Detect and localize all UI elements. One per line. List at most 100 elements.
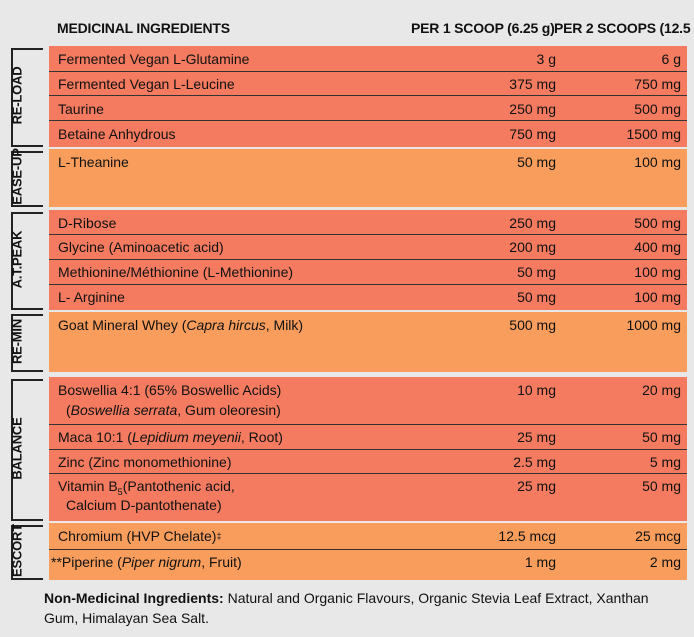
amount-two-scoops: 6 g	[661, 51, 681, 67]
amount-two-scoops: 25 mcg	[635, 528, 681, 544]
table-row: L-Theanine 50 mg 100 mg	[49, 149, 687, 207]
table-row: Goat Mineral Whey (Capra hircus, Milk) 5…	[49, 312, 687, 372]
row-divider	[49, 549, 687, 550]
table-row: Vitamin B5(Pantothenic acid, Calcium D-p…	[49, 473, 687, 521]
amount-one-scoop: 375 mg	[509, 76, 556, 92]
footer-label: Non-Medicinal Ingredients:	[44, 590, 224, 606]
group-bracket	[11, 48, 43, 147]
ingredient-name: Glycine (Aminoacetic acid)	[58, 239, 224, 255]
row-divider	[49, 71, 687, 72]
amount-two-scoops: 5 mg	[649, 454, 681, 470]
amount-two-scoops: 500 mg	[634, 215, 681, 231]
table-row: Zinc (Zinc monomethionine) 2.5 mg 5 mg	[49, 449, 687, 473]
amount-two-scoops: 1000 mg	[626, 317, 681, 333]
amount-one-scoop: 250 mg	[509, 215, 556, 231]
ingredient-name: Fermented Vegan L-Leucine	[58, 76, 235, 92]
amount-one-scoop: 25 mg	[517, 429, 556, 445]
amount-one-scoop: 10 mg	[517, 382, 556, 398]
amount-two-scoops: 50 mg	[642, 478, 681, 494]
column-header-one-scoop: PER 1 SCOOP (6.25 g)	[411, 20, 555, 36]
table-row: D-Ribose 250 mg 500 mg	[49, 210, 687, 234]
table-row: Betaine Anhydrous 750 mg 1500 mg	[49, 121, 687, 147]
ingredient-name-line2: Calcium D-pantothenate)	[66, 497, 222, 513]
amount-one-scoop: 3 g	[536, 51, 556, 67]
amount-one-scoop: 200 mg	[509, 239, 556, 255]
ingredient-name-line2: (Boswellia serrata, Gum oleoresin)	[66, 402, 281, 418]
amount-one-scoop: 500 mg	[509, 317, 556, 333]
amount-one-scoop: 50 mg	[517, 264, 556, 280]
amount-one-scoop: 1 mg	[524, 554, 556, 570]
row-divider	[49, 449, 687, 450]
amount-one-scoop: 750 mg	[509, 126, 556, 142]
group-bracket	[11, 525, 43, 580]
group-easeup: EASE-UP L-Theanine 50 mg 100 mg	[0, 148, 694, 207]
group-bracket	[11, 314, 43, 372]
amount-two-scoops: 20 mg	[642, 382, 681, 398]
ingredient-name: L-Theanine	[58, 154, 129, 170]
amount-one-scoop: 2.5 mg	[513, 454, 556, 470]
table-row: Glycine (Aminoacetic acid) 200 mg 400 mg	[49, 234, 687, 259]
amount-two-scoops: 50 mg	[642, 429, 681, 445]
table-row: Chromium (HVP Chelate)‡ 12.5 mcg 25 mcg	[49, 523, 687, 549]
group-bracket	[11, 379, 43, 521]
group-panel: D-Ribose 250 mg 500 mg Glycine (Aminoace…	[49, 210, 687, 310]
group-panel: Goat Mineral Whey (Capra hircus, Milk) 5…	[49, 312, 687, 372]
table-row: Methionine/Méthionine (L-Methionine) 50 …	[49, 259, 687, 284]
group-panel: Boswellia 4:1 (65% Boswellic Acids) (Bos…	[49, 377, 687, 521]
group-reload: RE-LOAD Fermented Vegan L-Glutamine 3 g …	[0, 46, 694, 147]
group-panel: L-Theanine 50 mg 100 mg	[49, 149, 687, 207]
group-remin: RE-MIN Goat Mineral Whey (Capra hircus, …	[0, 312, 694, 372]
ingredient-name: Maca 10:1 (Lepidium meyenii, Root)	[58, 429, 283, 445]
ingredient-name: Betaine Anhydrous	[58, 126, 176, 142]
row-divider	[49, 120, 687, 121]
group-label-escort: ESCORT	[9, 524, 25, 577]
column-header-ingredients: MEDICINAL INGREDIENTS	[57, 20, 230, 36]
ingredient-name: D-Ribose	[58, 215, 117, 231]
amount-one-scoop: 50 mg	[517, 154, 556, 170]
table-row: Taurine 250 mg 500 mg	[49, 96, 687, 120]
non-medicinal-ingredients: Non-Medicinal Ingredients: Natural and O…	[44, 588, 684, 628]
amount-one-scoop: 250 mg	[509, 101, 556, 117]
group-panel: Chromium (HVP Chelate)‡ 12.5 mcg 25 mcg …	[49, 523, 687, 580]
row-divider	[49, 424, 687, 425]
ingredient-name: Methionine/Méthionine (L-Methionine)	[58, 264, 294, 280]
table-row: Boswellia 4:1 (65% Boswellic Acids) (Bos…	[49, 377, 687, 424]
amount-one-scoop: 12.5 mcg	[498, 528, 556, 544]
group-label-balance: BALANCE	[9, 417, 25, 480]
ingredient-name: Fermented Vegan L-Glutamine	[58, 51, 250, 67]
table-row: L- Arginine 50 mg 100 mg	[49, 284, 687, 310]
ingredient-name: Zinc (Zinc monomethionine)	[58, 454, 232, 470]
row-divider	[49, 95, 687, 96]
amount-two-scoops: 400 mg	[634, 239, 681, 255]
amount-two-scoops: 100 mg	[634, 289, 681, 305]
amount-two-scoops: 100 mg	[634, 264, 681, 280]
amount-two-scoops: 2 mg	[649, 554, 681, 570]
ingredient-name: Chromium (HVP Chelate)‡	[58, 528, 222, 544]
table-row: Fermented Vegan L-Leucine 375 mg 750 mg	[49, 71, 687, 95]
ingredient-name: L- Arginine	[58, 289, 125, 305]
amount-one-scoop: 50 mg	[517, 289, 556, 305]
ingredient-name: Taurine	[58, 101, 104, 117]
table-row: **Piperine (Piper nigrum, Fruit) 1 mg 2 …	[49, 549, 687, 580]
footer-text: Natural and Organic Flavours, Organic St…	[44, 590, 649, 626]
amount-two-scoops: 500 mg	[634, 101, 681, 117]
amount-two-scoops: 750 mg	[634, 76, 681, 92]
ingredient-name: **Piperine (Piper nigrum, Fruit)	[51, 554, 242, 570]
table-header: MEDICINAL INGREDIENTS PER 1 SCOOP (6.25 …	[0, 0, 694, 44]
group-bracket	[11, 212, 43, 310]
group-atpeak: A.T.PEAK D-Ribose 250 mg 500 mg Glycine …	[0, 210, 694, 310]
table-row: Fermented Vegan L-Glutamine 3 g 6 g	[49, 46, 687, 71]
amount-two-scoops: 1500 mg	[626, 126, 681, 142]
column-header-two-scoops: PER 2 SCOOPS (12.5 g)	[554, 20, 694, 36]
table-row: Maca 10:1 (Lepidium meyenii, Root) 25 mg…	[49, 424, 687, 449]
group-balance: BALANCE Boswellia 4:1 (65% Boswellic Aci…	[0, 377, 694, 521]
ingredient-name: Goat Mineral Whey (Capra hircus, Milk)	[58, 317, 304, 333]
amount-one-scoop: 25 mg	[517, 478, 556, 494]
amount-two-scoops: 100 mg	[634, 154, 681, 170]
ingredient-name: Vitamin B5(Pantothenic acid,	[58, 478, 235, 497]
row-divider	[49, 259, 687, 260]
group-bracket	[11, 151, 43, 207]
row-divider	[49, 473, 687, 474]
group-panel: Fermented Vegan L-Glutamine 3 g 6 g Ferm…	[49, 46, 687, 147]
group-escort: ESCORT Chromium (HVP Chelate)‡ 12.5 mcg …	[0, 523, 694, 580]
